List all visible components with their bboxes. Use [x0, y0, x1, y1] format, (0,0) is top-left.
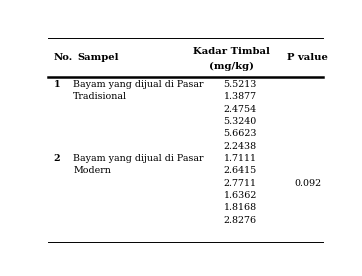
Text: Tradisional: Tradisional — [73, 92, 127, 101]
Text: Kadar Timbal: Kadar Timbal — [193, 47, 270, 56]
Text: Bayam yang dijual di Pasar: Bayam yang dijual di Pasar — [73, 154, 204, 163]
Text: 1: 1 — [54, 80, 60, 89]
Text: No.: No. — [54, 53, 73, 62]
Text: P value: P value — [287, 53, 328, 62]
Text: 5.6623: 5.6623 — [223, 129, 257, 138]
Text: Sampel: Sampel — [78, 53, 119, 62]
Text: 2.4754: 2.4754 — [223, 105, 257, 114]
Text: 2: 2 — [54, 154, 60, 163]
Text: 5.5213: 5.5213 — [223, 80, 257, 89]
Text: Bayam yang dijual di Pasar: Bayam yang dijual di Pasar — [73, 80, 204, 89]
Text: 1.7111: 1.7111 — [223, 154, 256, 163]
Text: 0.092: 0.092 — [294, 179, 321, 188]
Text: 2.7711: 2.7711 — [223, 179, 256, 188]
Text: Modern: Modern — [73, 166, 111, 175]
Text: 2.8276: 2.8276 — [223, 216, 257, 225]
Text: 1.3877: 1.3877 — [223, 92, 257, 101]
Text: 2.6415: 2.6415 — [223, 166, 257, 175]
Text: 1.6362: 1.6362 — [223, 191, 257, 200]
Text: (mg/kg): (mg/kg) — [209, 62, 254, 71]
Text: 1.8168: 1.8168 — [223, 203, 257, 212]
Text: 5.3240: 5.3240 — [223, 117, 257, 126]
Text: 2.2438: 2.2438 — [223, 142, 257, 151]
